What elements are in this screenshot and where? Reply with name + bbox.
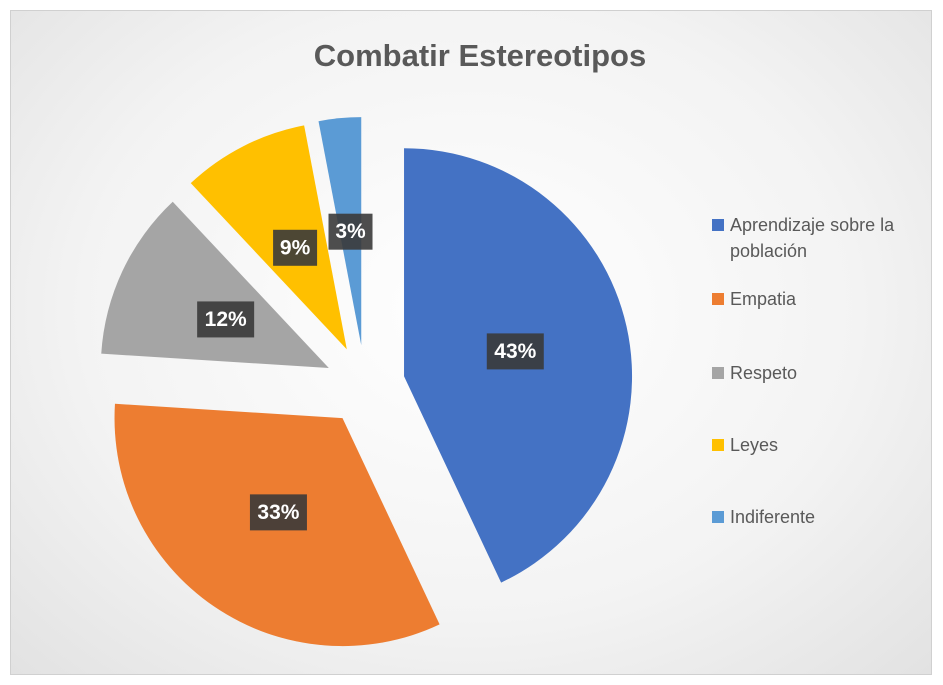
chart-title: Combatir Estereotipos bbox=[314, 38, 646, 73]
legend-label: Aprendizaje sobre la población bbox=[730, 215, 895, 261]
data-label-box bbox=[273, 229, 318, 266]
pie-slice bbox=[101, 201, 329, 368]
data-label-box bbox=[197, 301, 255, 338]
legend-item: Aprendizaje sobre la población bbox=[712, 212, 932, 264]
pie-slice bbox=[190, 125, 347, 350]
data-label: 9% bbox=[280, 236, 311, 259]
legend-item: Respeto bbox=[712, 360, 932, 386]
legend-swatch bbox=[712, 511, 724, 523]
legend-label: Leyes bbox=[730, 435, 779, 455]
data-label-box bbox=[486, 333, 544, 370]
legend: Aprendizaje sobre la población Empatia Res… bbox=[712, 212, 932, 530]
legend-swatch bbox=[712, 439, 724, 451]
data-label-box bbox=[328, 213, 373, 250]
data-label: 43% bbox=[494, 340, 536, 363]
data-label: 3% bbox=[335, 220, 366, 243]
legend-item: Indiferente bbox=[712, 504, 932, 530]
data-label: 33% bbox=[257, 501, 299, 524]
legend-swatch bbox=[712, 367, 724, 379]
legend-item: Leyes bbox=[712, 432, 932, 458]
legend-swatch bbox=[712, 293, 724, 305]
legend-label: Indiferente bbox=[730, 507, 816, 527]
data-label-box bbox=[249, 494, 307, 531]
legend-item: Empatia bbox=[712, 286, 932, 312]
legend-label: Respeto bbox=[730, 363, 798, 383]
data-label: 12% bbox=[205, 308, 247, 331]
legend-swatch bbox=[712, 219, 724, 231]
legend-label: Empatia bbox=[730, 289, 797, 309]
